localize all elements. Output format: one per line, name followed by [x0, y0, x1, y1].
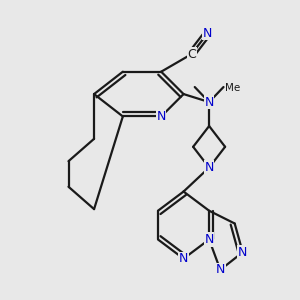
Text: N: N — [204, 233, 214, 246]
Text: N: N — [204, 161, 214, 174]
Text: Me: Me — [225, 83, 240, 93]
Text: N: N — [203, 27, 212, 40]
Text: N: N — [204, 96, 214, 109]
Text: N: N — [179, 252, 188, 265]
Text: N: N — [216, 263, 225, 276]
Text: C: C — [187, 48, 196, 61]
Text: N: N — [238, 246, 247, 259]
Text: N: N — [157, 110, 166, 123]
